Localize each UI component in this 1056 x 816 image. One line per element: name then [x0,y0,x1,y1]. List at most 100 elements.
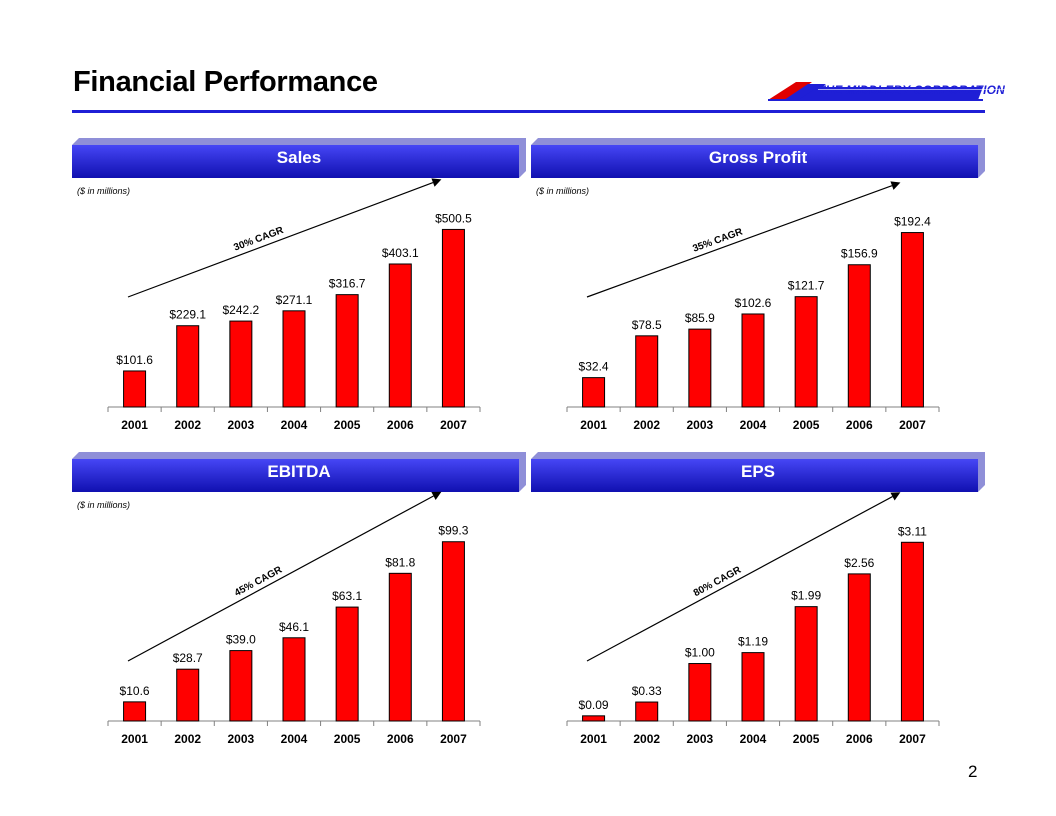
data-label-2002: $229.1 [169,308,206,322]
data-label-2007: $192.4 [894,215,931,229]
x-tick-label-2005: 2005 [334,732,361,746]
cagr-trend-line [127,495,434,662]
data-label-2007: $500.5 [435,211,472,225]
data-label-2003: $242.2 [223,303,260,317]
data-label-2007: $3.11 [898,524,927,538]
bar-2006 [388,572,412,722]
bar-2004 [741,652,765,722]
gross-profit-units-note: ($ in millions) [536,186,590,196]
cagr-arrowhead [431,491,442,500]
bar-2002 [635,701,659,722]
data-label-2006: $81.8 [385,555,415,569]
data-label-2004: $1.19 [738,635,768,649]
ebitda-units-note: ($ in millions) [77,500,131,510]
sales-panel-header: Sales [72,138,526,178]
gross-profit-chart-panel: Gross Profit ($ in millions) $32.4 2001 $7… [531,138,987,468]
data-label-2001: $101.6 [116,353,153,367]
data-label-2002: $28.7 [173,651,203,665]
bar-2003 [229,650,253,722]
data-label-2007: $99.3 [438,524,468,538]
data-label-2003: $1.00 [685,646,715,660]
x-tick-label-2001: 2001 [580,732,607,746]
x-tick-label-2005: 2005 [793,418,820,432]
eps-panel-title: EPS [740,462,776,481]
x-tick-label-2002: 2002 [174,418,201,432]
x-tick-label-2001: 2001 [121,418,148,432]
bar-2005 [335,606,359,722]
data-label-2004: $102.6 [735,296,772,310]
ebitda-chart-panel: EBITDA ($ in millions) $10.6 2001 $28.7 200… [72,452,528,782]
bar-2006 [388,263,412,408]
bar-2005 [794,296,818,408]
data-label-2006: $156.9 [841,247,878,261]
cagr-trend-line [127,182,434,298]
data-label-2005: $121.7 [788,279,825,293]
company-logo-icon [768,82,983,101]
gross-profit-chart: $32.4 2001 $78.5 2002 $85.9 2003 $102.6 2004 $12… [566,181,940,432]
bar-2001 [123,701,147,722]
company-logo-text: THE MIDDLEBY CORPORATION [818,83,1006,97]
data-label-2002: $0.33 [632,684,662,698]
sales-chart-panel: Sales ($ in millions) $101.6 2001 $229.1 20… [72,138,528,468]
bar-2007 [441,228,465,408]
data-label-2005: $1.99 [791,589,821,603]
bar-2002 [176,668,200,722]
data-label-2001: $32.4 [579,360,609,374]
eps-panel-header: EPS [531,452,985,492]
cagr-trend-line [586,185,893,298]
x-tick-label-2003: 2003 [228,732,255,746]
eps-chart: $0.09 2001 $0.33 2002 $1.00 2003 $1.19 2004 $1.9… [566,492,940,746]
cagr-arrowhead [890,492,901,501]
data-label-2003: $39.0 [226,633,256,647]
x-tick-label-2004: 2004 [281,732,308,746]
data-label-2006: $2.56 [844,556,874,570]
x-tick-label-2002: 2002 [174,732,201,746]
ebitda-panel-header: EBITDA [72,452,526,492]
x-tick-label-2006: 2006 [387,732,414,746]
cagr-label: 80% CAGR [692,564,744,599]
x-tick-label-2003: 2003 [687,418,714,432]
data-label-2004: $271.1 [276,293,313,307]
bar-2002 [635,335,659,408]
bar-2005 [794,606,818,722]
ebitda-chart: $10.6 2001 $28.7 2002 $39.0 2003 $46.1 2004 $63.… [107,491,481,746]
bar-2002 [176,325,200,408]
x-tick-label-2004: 2004 [740,732,767,746]
bar-2001 [582,715,606,722]
bar-2001 [123,370,147,408]
bar-2006 [847,573,871,722]
data-label-2004: $46.1 [279,620,309,634]
cagr-arrowhead [431,178,442,187]
page-title: Financial Performance [73,66,378,98]
x-tick-label-2001: 2001 [580,418,607,432]
x-tick-label-2005: 2005 [334,418,361,432]
gross-profit-panel-title: Gross Profit [708,148,808,167]
sales-chart: $101.6 2001 $229.1 2002 $242.2 2003 $271.1 2004… [107,178,481,432]
panel-header-bar [72,138,526,178]
bar-2004 [282,637,306,722]
x-tick-label-2002: 2002 [633,732,660,746]
x-tick-label-2007: 2007 [440,732,467,746]
bar-2003 [688,663,712,722]
x-tick-label-2005: 2005 [793,732,820,746]
bar-2001 [582,377,606,408]
panel-header-bar [531,138,985,178]
data-label-2006: $403.1 [382,246,419,260]
bar-2003 [688,328,712,408]
data-label-2001: $10.6 [120,684,150,698]
x-tick-label-2004: 2004 [281,418,308,432]
panel-header-bar [531,452,985,492]
data-label-2005: $316.7 [329,277,366,291]
bar-2004 [282,310,306,408]
sales-panel-title: Sales [276,148,322,167]
panel-header-bar [72,452,526,492]
x-tick-label-2006: 2006 [846,732,873,746]
cagr-label: 45% CAGR [233,564,285,599]
bar-2007 [900,232,924,408]
x-tick-label-2001: 2001 [121,732,148,746]
data-label-2002: $78.5 [632,318,662,332]
bar-2007 [441,541,465,722]
x-tick-label-2004: 2004 [740,418,767,432]
eps-chart-panel: EPS $0.09 2001 $0.33 2002 $1.00 2003 $1.19 2004… [531,452,987,782]
cagr-label: 35% CAGR [691,226,745,255]
